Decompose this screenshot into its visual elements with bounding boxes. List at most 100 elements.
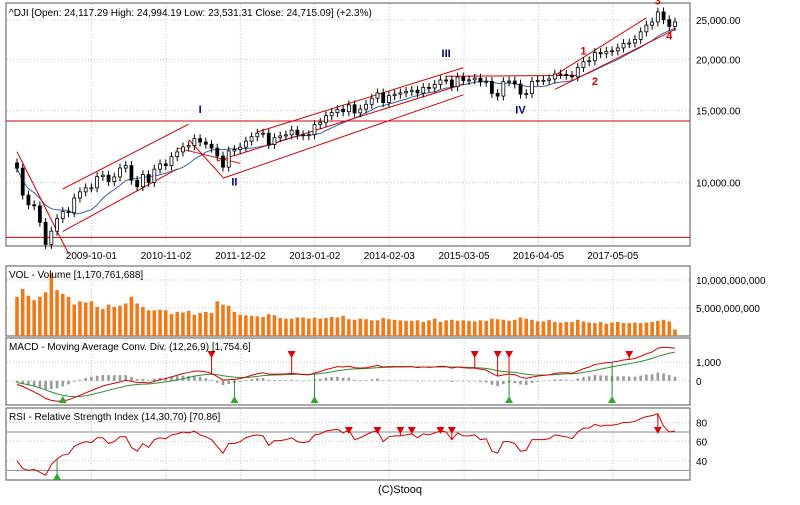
volume-bar — [244, 315, 248, 336]
candle-up — [123, 165, 128, 169]
candle-down — [295, 129, 300, 136]
volume-bar — [141, 306, 145, 336]
macd-histogram-bar — [582, 377, 585, 381]
macd-histogram-bar — [301, 380, 305, 382]
volume-bar — [490, 318, 494, 336]
candle-up — [673, 21, 677, 27]
macd-histogram-bar — [450, 380, 454, 382]
macd-histogram-bar — [347, 377, 351, 381]
volume-bar — [83, 302, 88, 336]
macd-histogram-bar — [353, 379, 356, 381]
macd-histogram-bar — [484, 380, 488, 383]
x-tick-label: 2017-05-05 — [587, 251, 639, 262]
candle-down — [106, 174, 111, 182]
macd-histogram-bar — [238, 380, 242, 382]
macd-histogram-bar — [593, 374, 597, 381]
macd-histogram-bar — [124, 375, 128, 381]
volume-bar — [638, 323, 643, 336]
x-tick-label: 2010-11-02 — [141, 251, 192, 262]
macd-histogram-bar — [170, 376, 173, 381]
volume-bar — [644, 322, 649, 336]
volume-bar — [381, 318, 385, 336]
macd-histogram-bar — [215, 380, 219, 383]
trend-channel-line — [62, 123, 189, 190]
macd-histogram-bar — [421, 380, 425, 382]
macd-histogram-bar — [284, 380, 288, 381]
candle-up — [152, 168, 157, 183]
volume-bar — [404, 320, 408, 336]
macd-histogram-bar — [576, 378, 580, 381]
macd-y-tick-label: 0 — [696, 377, 702, 388]
macd-histogram-bar — [78, 379, 82, 381]
price-y-tick-label: 20,000.00 — [696, 56, 741, 67]
x-tick-label: 2016-04-05 — [513, 251, 565, 262]
candle-up — [541, 79, 546, 82]
candle-up — [284, 134, 288, 137]
macd-histogram-bar — [496, 380, 499, 387]
candle-down — [32, 204, 37, 207]
volume-bar — [49, 273, 54, 336]
candle-up — [72, 197, 77, 214]
candle-up — [55, 218, 59, 232]
volume-bar — [432, 318, 437, 336]
volume-bar — [478, 320, 483, 336]
volume-bar — [535, 321, 540, 336]
volume-bar — [335, 317, 340, 336]
candle-down — [598, 52, 603, 55]
candle-up — [226, 150, 231, 168]
trend-channel-line — [257, 67, 464, 133]
macd-histogram-bar — [290, 379, 293, 381]
volume-bar — [266, 314, 271, 336]
macd-buy-marker — [608, 396, 617, 403]
rsi-line — [16, 413, 676, 476]
macd-histogram-bar — [553, 379, 557, 381]
candle-up — [278, 135, 283, 139]
volume-bar — [129, 296, 134, 336]
volume-bar — [627, 323, 632, 336]
candle-up — [318, 121, 323, 126]
macd-sell-marker — [493, 351, 502, 358]
macd-histogram-bar — [72, 380, 76, 382]
macd-histogram-bar — [164, 377, 168, 381]
macd-histogram-bar — [599, 375, 602, 381]
macd-histogram-bar — [673, 376, 677, 381]
candle-up — [261, 132, 265, 135]
macd-histogram-bar — [416, 380, 419, 382]
candle-up — [547, 78, 552, 81]
macd-histogram-bar — [204, 378, 208, 381]
candle-up — [272, 137, 277, 145]
candle-up — [140, 174, 145, 188]
volume-bar — [192, 314, 197, 336]
volume-bar — [650, 322, 654, 336]
volume-bar — [570, 322, 574, 336]
candle-up — [592, 52, 597, 62]
macd-histogram-bar — [524, 380, 528, 385]
macd-histogram-bar — [467, 380, 471, 382]
candle-down — [381, 92, 386, 103]
candle-up — [507, 80, 511, 83]
price-y-tick-label: 15,000.00 — [696, 107, 741, 118]
macd-histogram-bar — [307, 380, 311, 382]
candle-down — [558, 73, 563, 76]
volume-bar — [175, 311, 180, 336]
macd-histogram-bar — [519, 380, 522, 385]
volume-bar — [232, 311, 237, 336]
macd-buy-marker — [505, 396, 514, 403]
candle-up — [89, 187, 94, 190]
candle-down — [564, 73, 569, 76]
volume-bar — [72, 304, 77, 336]
macd-histogram-bar — [90, 376, 93, 381]
volume-bar — [186, 310, 191, 336]
volume-bar — [181, 312, 185, 336]
rsi-sell-marker — [396, 427, 405, 434]
x-tick-label: 2009-10-01 — [66, 251, 118, 262]
price-moving-average-line — [16, 27, 676, 215]
volume-y-tick-label: 10,000,000,000 — [696, 276, 766, 287]
candle-up — [432, 83, 437, 89]
volume-bar — [209, 313, 214, 336]
candle-up — [501, 81, 506, 97]
candle-down — [352, 104, 357, 114]
volume-bar — [656, 320, 660, 336]
wave-label: 2 — [592, 76, 598, 88]
volume-y-tick-label: 5,000,000,000 — [696, 304, 760, 315]
